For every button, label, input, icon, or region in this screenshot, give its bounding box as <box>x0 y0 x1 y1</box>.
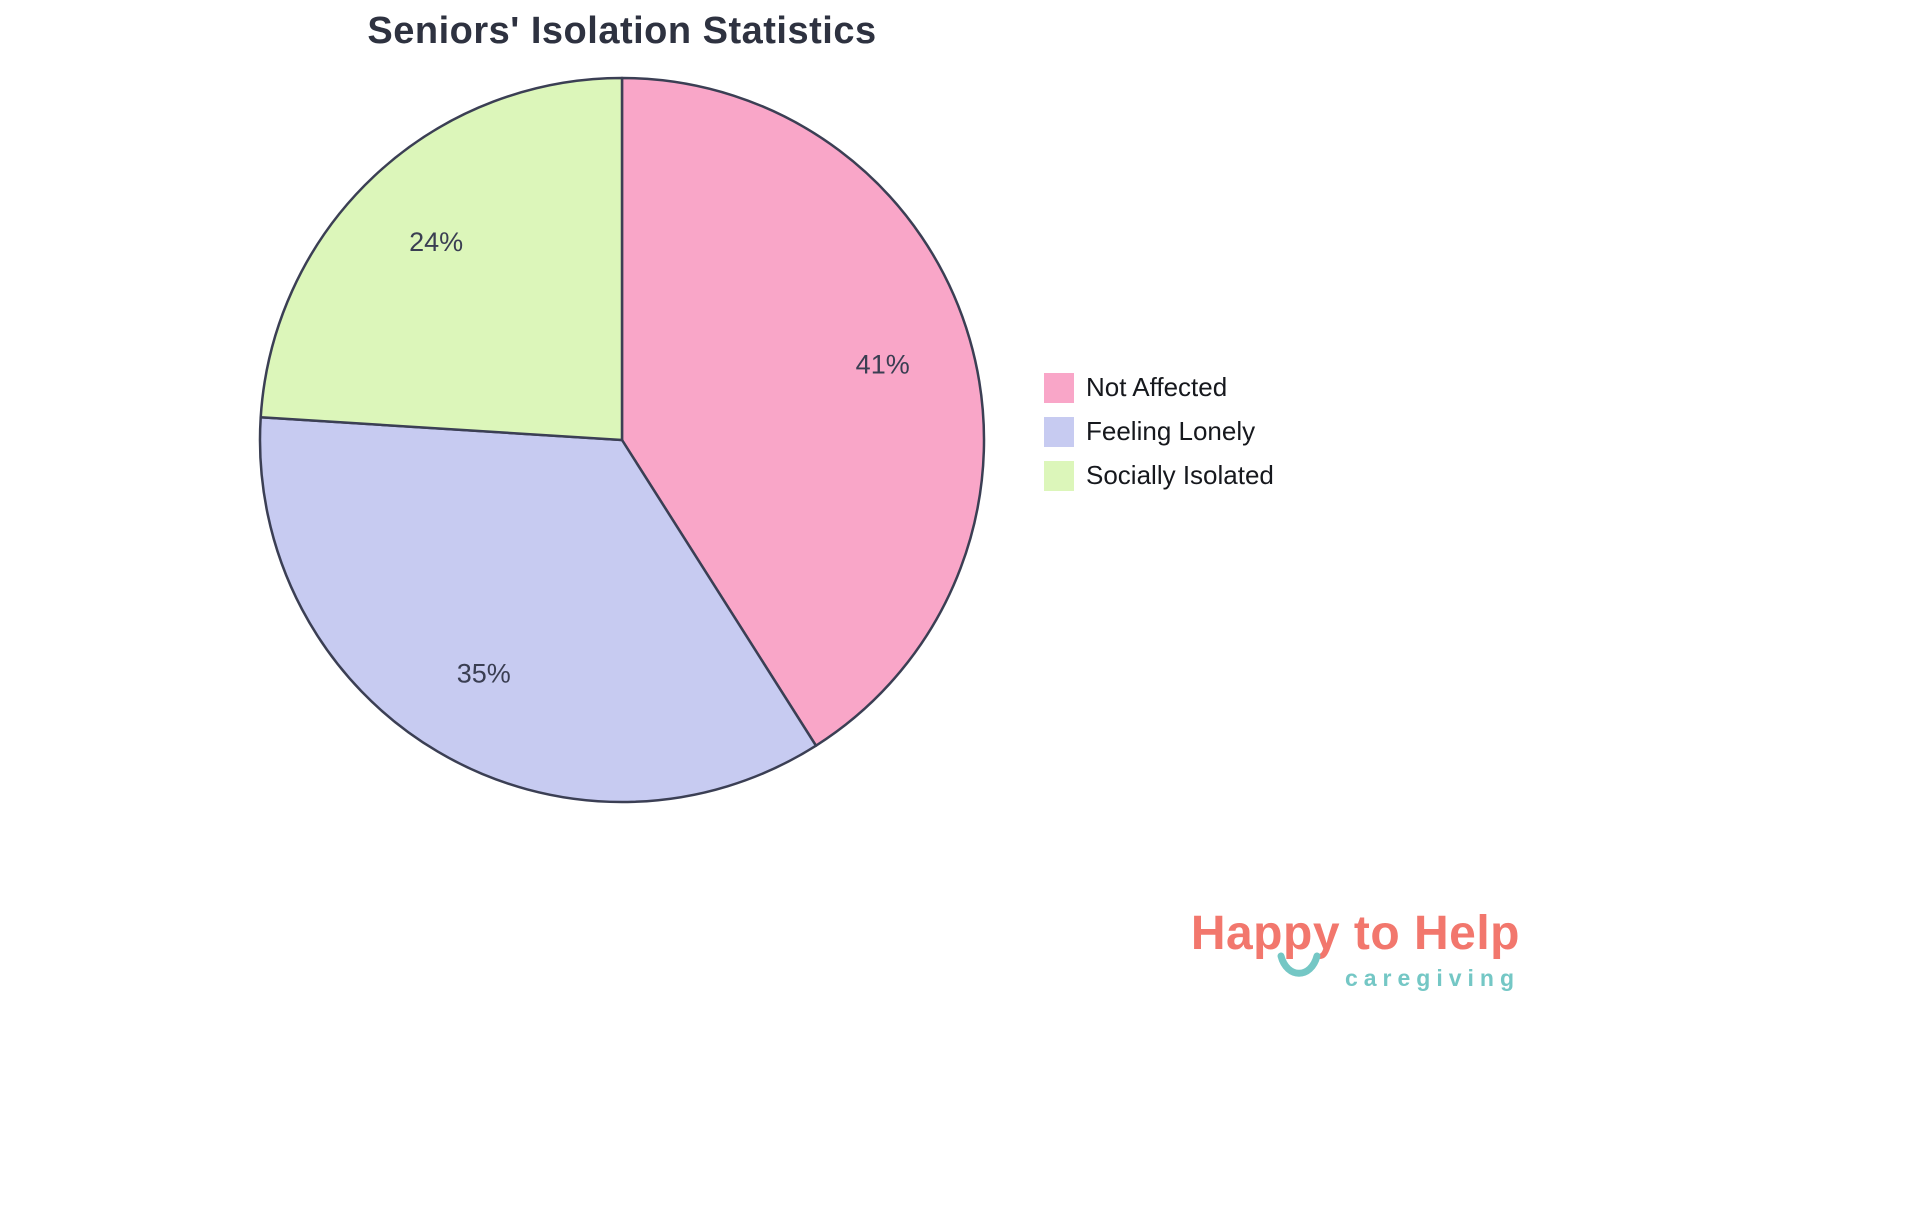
logo-wordmark: Happy to Help <box>1190 907 1520 960</box>
legend-item-feeling-lonely: Feeling Lonely <box>1044 416 1274 447</box>
legend-label-socially-isolated: Socially Isolated <box>1086 460 1274 490</box>
pie-slice-percent-label-socially-isolated: 24% <box>409 227 463 257</box>
pie-slice-percent-label-not-affected: 41% <box>856 349 910 379</box>
legend: Not Affected Feeling Lonely Socially Iso… <box>1044 372 1274 491</box>
legend-item-not-affected: Not Affected <box>1044 372 1274 403</box>
logo-tagline: caregiving <box>1344 965 1520 991</box>
legend-label-not-affected: Not Affected <box>1086 372 1228 402</box>
legend-label-feeling-lonely: Feeling Lonely <box>1086 416 1256 446</box>
legend-swatch-not-affected <box>1044 372 1074 403</box>
pie-slice-feeling-lonely <box>258 416 818 804</box>
pie-slice-percent-label-feeling-lonely: 35% <box>457 659 511 689</box>
smile-icon <box>1277 952 1321 977</box>
legend-swatch-feeling-lonely <box>1044 416 1074 447</box>
brand-logo: Happy to Help caregiving <box>1180 906 1520 992</box>
legend-item-socially-isolated: Socially Isolated <box>1044 460 1274 491</box>
smile-icon-path <box>1277 952 1321 977</box>
legend-swatch-socially-isolated <box>1044 460 1074 491</box>
pie-slice-socially-isolated <box>259 76 624 442</box>
chart-title: Seniors' Isolation Statistics <box>367 10 877 52</box>
pie-slice-not-affected <box>620 76 986 747</box>
